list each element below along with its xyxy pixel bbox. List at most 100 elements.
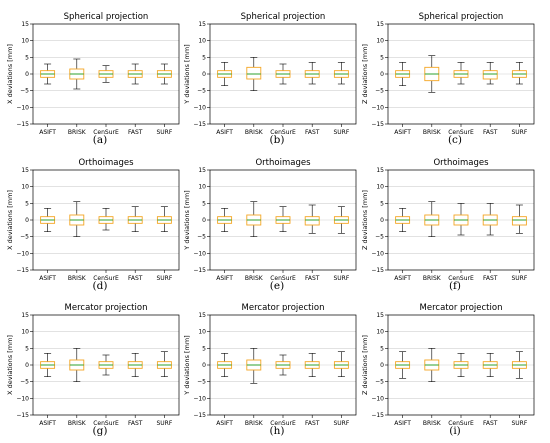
y-tick-label: −15 <box>371 412 384 419</box>
x-tick-label: BRISK <box>245 420 264 427</box>
panel-caption: (i) <box>449 425 461 437</box>
panel-caption: (d) <box>93 280 108 292</box>
box-surf <box>511 62 527 85</box>
box-asift <box>395 208 411 232</box>
chart-title: Mercator projection <box>65 303 148 313</box>
x-tick-label: CenSurE <box>270 275 296 282</box>
y-axis-label: X deviations [mm] <box>6 44 14 104</box>
box-asift <box>217 353 233 377</box>
y-tick-label: −15 <box>16 121 29 128</box>
x-tick-label: FAST <box>128 129 143 136</box>
panel-caption: (h) <box>270 425 285 437</box>
panel-caption: (c) <box>448 134 462 146</box>
y-axis-label: Y deviations [mm] <box>183 335 191 395</box>
chart-panel-h: Mercator projection −15 −10 −5 0 5 10 15 Y devia… <box>183 303 357 437</box>
y-axis-label: Y deviations [mm] <box>183 44 191 104</box>
y-tick-label: 0 <box>25 217 29 224</box>
y-tick-label: 5 <box>25 54 29 61</box>
x-tick-label: SURF <box>333 275 349 282</box>
x-tick-label: ASIFT <box>394 129 411 136</box>
box-fast <box>482 62 498 85</box>
y-tick-label: 10 <box>21 329 29 336</box>
x-tick-label: FAST <box>483 275 498 282</box>
y-tick-label: 5 <box>380 345 384 352</box>
box-asift <box>395 351 411 379</box>
y-tick-label: 10 <box>198 329 206 336</box>
y-tick-label: 5 <box>202 345 206 352</box>
x-tick-label: SURF <box>333 420 349 427</box>
box-brisk <box>246 57 262 91</box>
chart-title: Spherical projection <box>64 12 149 22</box>
y-tick-label: −5 <box>197 379 206 386</box>
box-surf <box>511 204 527 234</box>
y-tick-label: 15 <box>198 312 206 319</box>
y-tick-label: −10 <box>371 104 384 111</box>
y-tick-label: −5 <box>197 234 206 241</box>
x-tick-label: CenSurE <box>448 129 474 136</box>
y-tick-label: −10 <box>16 104 29 111</box>
iqr-box <box>246 66 262 80</box>
box-asift <box>40 63 56 85</box>
y-tick-label: −10 <box>193 250 206 257</box>
box-brisk <box>69 201 85 237</box>
y-tick-label: 5 <box>25 345 29 352</box>
y-tick-label: −10 <box>16 250 29 257</box>
x-tick-label: SURF <box>511 275 527 282</box>
y-tick-label: −15 <box>371 267 384 274</box>
x-tick-label: CenSurE <box>93 129 119 136</box>
box-fast <box>304 204 320 234</box>
y-tick-label: 5 <box>25 200 29 207</box>
y-tick-label: 0 <box>25 362 29 369</box>
x-tick-label: ASIFT <box>39 420 56 427</box>
x-tick-label: BRISK <box>68 129 87 136</box>
x-tick-label: ASIFT <box>394 275 411 282</box>
y-tick-label: −15 <box>193 267 206 274</box>
chart-title: Orthoimages <box>78 158 134 168</box>
box-censure <box>453 353 469 377</box>
box-censure <box>275 206 291 232</box>
chart-title: Mercator projection <box>420 303 503 313</box>
x-tick-label: SURF <box>156 129 172 136</box>
y-tick-label: −5 <box>20 234 29 241</box>
y-tick-label: 10 <box>198 184 206 191</box>
iqr-box <box>511 216 527 226</box>
x-tick-label: FAST <box>305 420 320 427</box>
y-tick-label: 15 <box>376 312 384 319</box>
y-tick-label: 5 <box>380 54 384 61</box>
box-surf <box>333 62 349 85</box>
chart-panel-i: Mercator projection −15 −10 −5 0 5 10 15 Z devia… <box>361 303 535 437</box>
chart-panel-g: Mercator projection −15 −10 −5 0 5 10 15 X devia… <box>6 303 180 437</box>
chart-panel-e: Orthoimages −15 −10 −5 0 5 10 15 Y deviations [m… <box>183 158 357 292</box>
y-tick-label: 0 <box>202 217 206 224</box>
panel-caption: (e) <box>270 280 284 292</box>
y-tick-label: 10 <box>21 184 29 191</box>
y-tick-label: 5 <box>202 200 206 207</box>
x-tick-label: CenSurE <box>448 275 474 282</box>
box-brisk <box>69 58 85 90</box>
chart-title: Orthoimages <box>433 158 489 168</box>
y-tick-label: −15 <box>371 121 384 128</box>
y-axis-label: X deviations [mm] <box>6 190 14 250</box>
y-tick-label: 5 <box>380 200 384 207</box>
x-tick-label: SURF <box>156 420 172 427</box>
y-tick-label: 10 <box>376 38 384 45</box>
box-brisk <box>246 348 262 384</box>
box-brisk <box>424 55 440 93</box>
x-tick-label: ASIFT <box>216 275 233 282</box>
x-tick-label: FAST <box>305 275 320 282</box>
y-tick-label: −10 <box>371 395 384 402</box>
box-asift <box>217 208 233 232</box>
y-tick-label: 15 <box>21 167 29 174</box>
x-tick-label: FAST <box>128 275 143 282</box>
x-tick-label: ASIFT <box>39 275 56 282</box>
y-tick-label: 5 <box>202 54 206 61</box>
y-tick-label: 0 <box>380 362 384 369</box>
x-tick-label: FAST <box>128 420 143 427</box>
y-tick-label: −15 <box>16 412 29 419</box>
x-tick-label: BRISK <box>245 275 264 282</box>
x-tick-label: SURF <box>333 129 349 136</box>
x-tick-label: CenSurE <box>448 420 474 427</box>
box-fast <box>482 203 498 236</box>
x-tick-label: BRISK <box>423 275 442 282</box>
